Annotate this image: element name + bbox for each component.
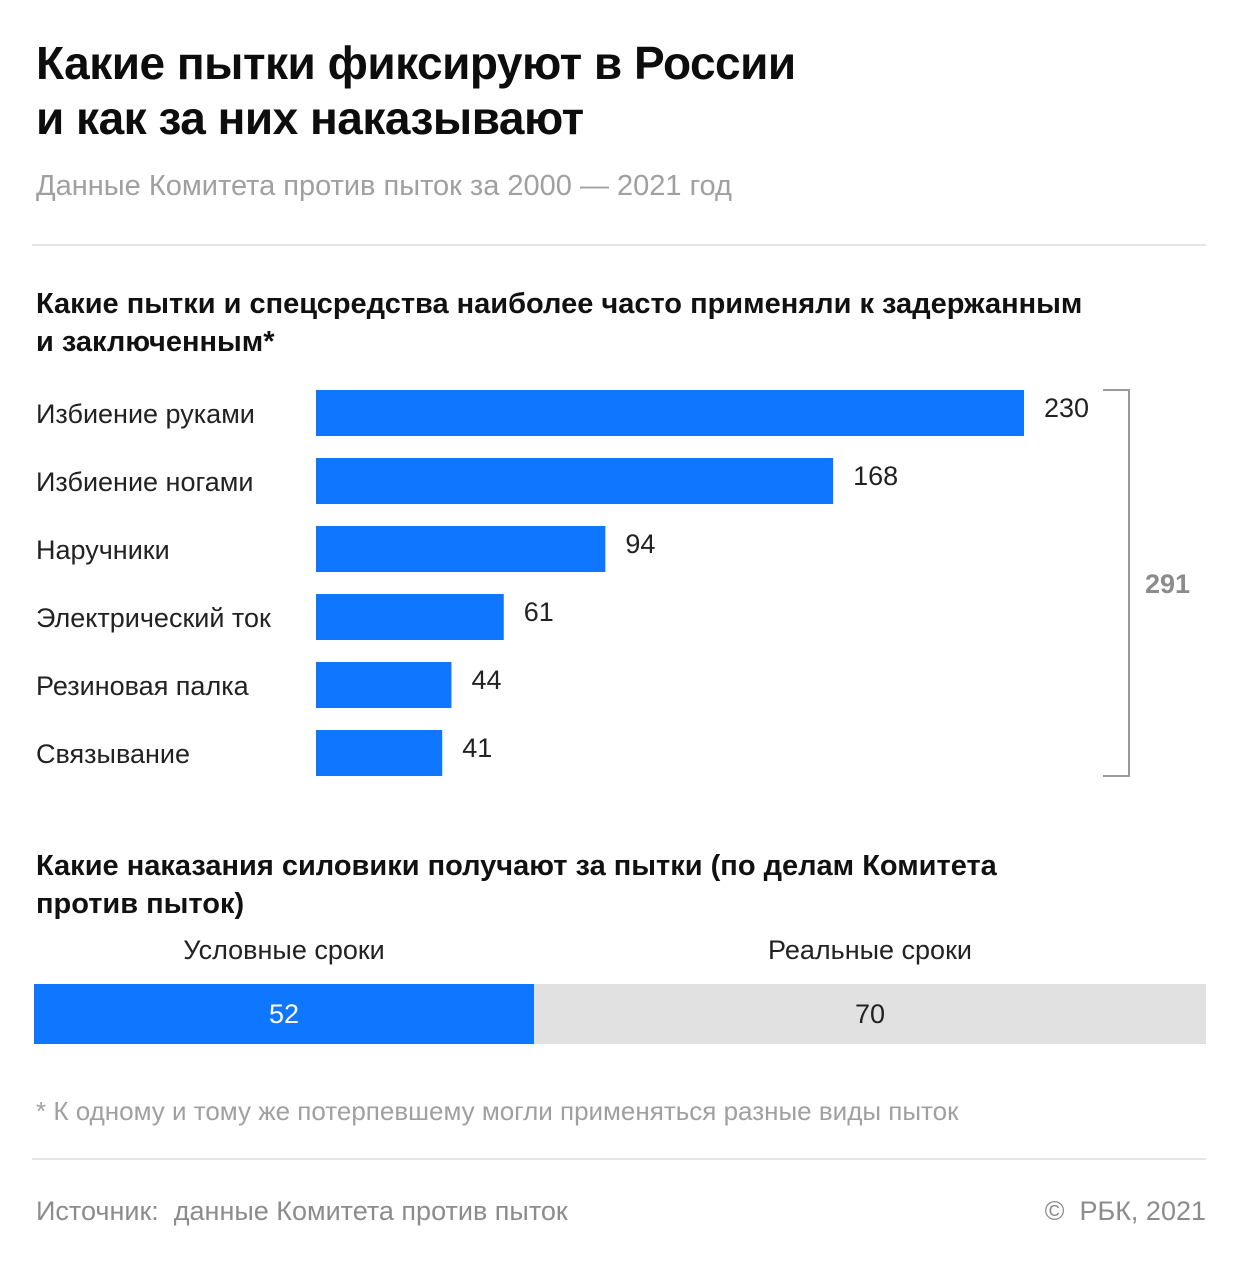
- punishment-legend: Условные сроки Реальные сроки: [34, 930, 1206, 970]
- punishment-chart-title: Какие наказания силовики получают за пыт…: [36, 847, 997, 923]
- source-text: Источник: данные Комитета против пыток: [36, 1196, 568, 1226]
- bracket: [1103, 389, 1130, 777]
- bar-category-label: Электрический ток: [36, 603, 271, 633]
- torture-chart-title-line-1: Какие пытки и спецсредства наиболее част…: [36, 288, 1083, 320]
- top-divider: [32, 244, 1206, 246]
- page-subtitle: Данные Комитета против пыток за 2000 — 2…: [36, 170, 732, 202]
- bar: [316, 594, 504, 640]
- bar-category-label: Избиение ногами: [36, 467, 253, 497]
- bar: [316, 458, 834, 504]
- bracket-total-label: 291: [1145, 569, 1190, 599]
- bar-value-label: 230: [1044, 393, 1089, 423]
- bar-category-label: Связывание: [36, 739, 190, 769]
- bar-value-label: 44: [471, 665, 501, 695]
- punishment-chart-title-line-2: против пыток): [36, 888, 245, 920]
- bar: [316, 662, 452, 708]
- bar-category-label: Наручники: [36, 535, 170, 565]
- split-legend-label: Реальные сроки: [768, 935, 972, 965]
- bar-category-label: Резиновая палка: [36, 671, 250, 701]
- split-segment: 52: [34, 984, 534, 1044]
- punishment-split-bar: 52 70: [34, 984, 1206, 1044]
- bar-value-label: 168: [853, 461, 898, 491]
- split-segment: 70: [534, 984, 1206, 1044]
- copyright-text: © РБК, 2021: [1044, 1196, 1206, 1226]
- bar: [316, 526, 606, 572]
- bar: [316, 390, 1024, 436]
- footnote: * К одному и тому же потерпевшему могли …: [36, 1096, 959, 1126]
- bar-value-label: 61: [524, 597, 554, 627]
- torture-chart-title: Какие пытки и спецсредства наиболее част…: [36, 285, 1082, 361]
- torture-bar-chart: Избиение руками 230 Избиение ногами 168 Нару…: [36, 389, 1190, 777]
- bar-value-label: 41: [462, 733, 492, 763]
- page-title: Какие пытки фиксируют в России и как за …: [36, 36, 796, 146]
- split-legend-label: Условные сроки: [183, 935, 385, 965]
- bar: [316, 730, 443, 776]
- bar-category-label: Избиение руками: [36, 399, 255, 429]
- title-line-2: и как за них наказывают: [36, 92, 584, 144]
- bar-value-label: 94: [625, 529, 655, 559]
- bottom-divider: [32, 1158, 1206, 1160]
- punishment-chart-title-line-1: Какие наказания силовики получают за пыт…: [36, 850, 997, 882]
- torture-chart-title-line-2: и заключенным*: [36, 326, 275, 358]
- title-line-1: Какие пытки фиксируют в России: [36, 37, 796, 89]
